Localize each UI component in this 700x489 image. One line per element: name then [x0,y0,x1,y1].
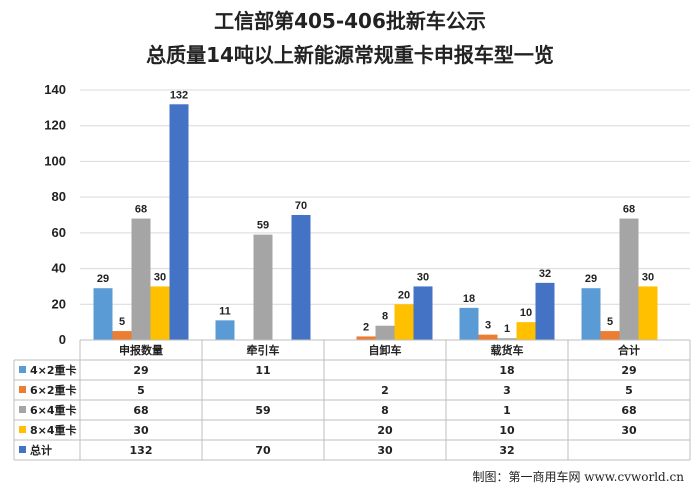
y-axis-ticks: 0 20 40 60 80 100 120 140 [44,82,66,347]
table-cell: 30 [621,424,637,437]
data-label: 5 [607,316,613,328]
bar [394,304,414,340]
data-label: 1 [504,323,510,335]
bar [581,288,601,340]
table-cell: 8 [381,404,389,417]
table-cell: 2 [381,384,389,397]
bar [459,307,479,340]
legend-swatch [19,446,26,453]
table-cell: 10 [499,424,515,437]
bar [478,334,498,340]
legend-label: 6×4重卡 [30,403,77,417]
table-cell: 29 [621,364,636,377]
table-cell: 18 [499,364,514,377]
chart-title-line1: 工信部第405-406批新车公示 [214,9,486,33]
data-label: 8 [382,311,388,323]
legend-label: 4×2重卡 [30,363,77,377]
bar [150,286,170,340]
data-label: 68 [623,204,635,216]
legend-label: 8×4重卡 [30,423,77,437]
table-cell: 68 [621,404,636,417]
data-label: 3 [485,320,491,332]
table-cell: 29 [133,364,148,377]
data-label: 70 [295,200,307,212]
bar [131,218,151,340]
data-label: 5 [119,316,125,328]
table-cell: 1 [503,404,511,417]
data-label: 59 [257,220,269,232]
legend-label: 总计 [30,443,52,457]
legend-swatch [19,366,26,373]
bar [600,331,620,340]
x-category-label: 载货车 [491,343,524,357]
bar [356,336,376,340]
table-cell: 70 [255,444,271,457]
x-category-label: 自卸车 [369,343,402,357]
x-category-label: 合计 [618,343,640,357]
table-cell: 30 [133,424,149,437]
bar [169,104,189,341]
bar [516,322,536,340]
table-cell: 59 [255,404,270,417]
y-tick-label: 80 [52,189,66,204]
data-label: 30 [642,271,654,283]
bar [535,282,555,340]
bar [619,218,639,340]
table-cell: 3 [503,384,511,397]
bar [215,320,235,340]
credit-text: 制图：第一商用车网 www.cvworld.cn [472,469,684,484]
data-label: 2 [363,321,369,333]
data-label: 29 [97,273,109,285]
x-category-label: 牵引车 [247,343,280,357]
bar [497,338,517,340]
y-tick-label: 120 [44,118,66,133]
data-label: 32 [539,268,551,280]
y-tick-label: 140 [44,82,66,97]
data-label: 132 [170,89,188,101]
legend-swatch [19,406,26,413]
bar [93,288,113,340]
data-label: 68 [135,204,147,216]
bar [112,331,132,340]
legend-swatch [19,426,26,433]
bar [375,325,395,340]
data-labels: 29 5 68 30 132 11 59 70 2 8 20 30 18 3 1 10 32 29 5 68 30 [97,89,654,335]
legend-label: 6×2重卡 [30,383,77,397]
table-cell: 132 [130,444,153,457]
y-tick-label: 20 [52,296,66,311]
bars [93,104,658,341]
table-cell: 5 [625,384,633,397]
data-label: 10 [520,307,532,319]
table-cell: 11 [255,364,270,377]
data-table: 申报数量 牵引车 自卸车 载货车 合计4×2重卡 29 11 18 296×2重卡 5 2 3 56×4… [13,339,691,461]
data-label: 18 [463,293,475,305]
data-label: 30 [154,271,166,283]
x-category-label: 申报数量 [119,343,163,357]
y-tick-label: 40 [52,261,66,276]
bar [253,234,273,340]
bar [638,286,658,340]
data-label: 11 [219,305,231,317]
bar [413,286,433,340]
table-cell: 68 [133,404,148,417]
y-tick-label: 60 [52,225,66,240]
table-cell: 20 [377,424,393,437]
chart-title-line2: 总质量14吨以上新能源常规重卡申报车型一览 [146,43,554,67]
y-tick-label: 100 [44,153,66,168]
y-tick-label: 0 [59,332,66,347]
data-label: 30 [417,271,429,283]
data-label: 29 [585,273,597,285]
data-label: 20 [398,289,410,301]
legend-swatch [19,386,26,393]
bar [291,215,311,340]
table-cell: 5 [137,384,145,397]
table-cell: 30 [377,444,393,457]
table-cell: 32 [499,444,514,457]
